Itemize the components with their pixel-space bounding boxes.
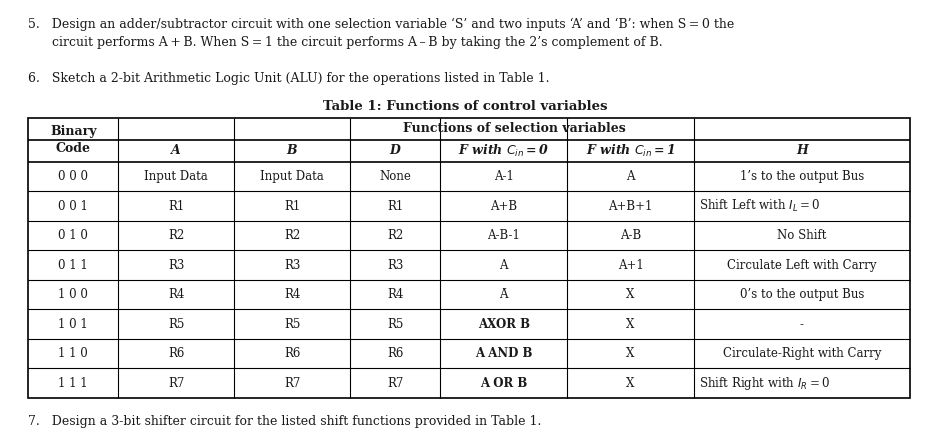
Text: A: A — [499, 259, 508, 272]
Text: R4: R4 — [387, 288, 404, 301]
Text: Ā: Ā — [499, 288, 508, 301]
Text: Shift Right with $I_R$ = 0: Shift Right with $I_R$ = 0 — [699, 375, 830, 392]
Text: R1: R1 — [387, 200, 404, 213]
Text: A: A — [626, 170, 635, 183]
Text: 6.   Sketch a 2-bit Arithmetic Logic Unit (ALU) for the operations listed in Tab: 6. Sketch a 2-bit Arithmetic Logic Unit … — [28, 72, 550, 85]
Text: R2: R2 — [168, 229, 184, 242]
Text: 1’s to the output Bus: 1’s to the output Bus — [740, 170, 864, 183]
Text: F with $C_{in}$ = 0: F with $C_{in}$ = 0 — [458, 143, 550, 159]
Text: 0 1 0: 0 1 0 — [59, 229, 88, 242]
Text: 0 0 1: 0 0 1 — [59, 200, 88, 213]
Text: A+1: A+1 — [618, 259, 644, 272]
Text: R7: R7 — [284, 377, 300, 390]
Text: Input Data: Input Data — [260, 170, 324, 183]
Text: A: A — [171, 145, 181, 158]
Text: F with $C_{in}$ = 1: F with $C_{in}$ = 1 — [586, 143, 675, 159]
Text: X: X — [626, 288, 634, 301]
Text: No Shift: No Shift — [777, 229, 827, 242]
Text: circuit performs A + B. When S = 1 the circuit performs A – B by taking the 2’s : circuit performs A + B. When S = 1 the c… — [28, 36, 662, 49]
Text: 0 1 1: 0 1 1 — [59, 259, 88, 272]
Text: B: B — [286, 145, 298, 158]
Text: R6: R6 — [387, 347, 404, 360]
Text: X: X — [626, 318, 634, 331]
Text: R5: R5 — [168, 318, 184, 331]
Text: Input Data: Input Data — [144, 170, 208, 183]
Text: R6: R6 — [284, 347, 300, 360]
Text: R2: R2 — [284, 229, 300, 242]
Text: R7: R7 — [387, 377, 404, 390]
Text: X: X — [626, 347, 634, 360]
Text: Shift Left with $I_L$ = 0: Shift Left with $I_L$ = 0 — [699, 198, 820, 214]
Text: 5.   Design an adder/subtractor circuit with one selection variable ‘S’ and two : 5. Design an adder/subtractor circuit wi… — [28, 18, 735, 31]
Text: A-1: A-1 — [494, 170, 513, 183]
Text: X: X — [626, 377, 634, 390]
Text: A+B: A+B — [490, 200, 517, 213]
Text: -: - — [800, 318, 804, 331]
Text: A-B-1: A-B-1 — [487, 229, 520, 242]
Text: 1 0 1: 1 0 1 — [59, 318, 88, 331]
Text: R3: R3 — [284, 259, 300, 272]
Text: Table 1: Functions of control variables: Table 1: Functions of control variables — [323, 100, 607, 113]
Text: Binary
Code: Binary Code — [50, 125, 97, 155]
Text: R7: R7 — [168, 377, 184, 390]
Text: R5: R5 — [284, 318, 300, 331]
Text: R5: R5 — [387, 318, 404, 331]
Text: 1 1 0: 1 1 0 — [59, 347, 88, 360]
Text: 1 1 1: 1 1 1 — [59, 377, 88, 390]
Bar — [28, 118, 910, 398]
Text: 0’s to the output Bus: 0’s to the output Bus — [739, 288, 864, 301]
Text: 1 0 0: 1 0 0 — [59, 288, 88, 301]
Text: A+B+1: A+B+1 — [608, 200, 653, 213]
Text: H: H — [796, 145, 808, 158]
Text: R4: R4 — [168, 288, 184, 301]
Text: R6: R6 — [168, 347, 184, 360]
Text: A AND B: A AND B — [475, 347, 532, 360]
Text: R4: R4 — [284, 288, 300, 301]
Text: R3: R3 — [387, 259, 404, 272]
Text: R3: R3 — [168, 259, 184, 272]
Text: Circulate-Right with Carry: Circulate-Right with Carry — [723, 347, 881, 360]
Text: D: D — [390, 145, 401, 158]
Text: R1: R1 — [284, 200, 300, 213]
Text: A OR B: A OR B — [480, 377, 527, 390]
Text: R2: R2 — [387, 229, 404, 242]
Text: Circulate Left with Carry: Circulate Left with Carry — [727, 259, 877, 272]
Text: A-B: A-B — [620, 229, 641, 242]
Text: Functions of selection variables: Functions of selection variables — [403, 122, 626, 135]
Text: 0 0 0: 0 0 0 — [59, 170, 88, 183]
Text: 7.   Design a 3-bit shifter circuit for the listed shift functions provided in T: 7. Design a 3-bit shifter circuit for th… — [28, 415, 541, 428]
Text: AXOR B: AXOR B — [478, 318, 530, 331]
Text: R1: R1 — [168, 200, 184, 213]
Text: None: None — [379, 170, 411, 183]
